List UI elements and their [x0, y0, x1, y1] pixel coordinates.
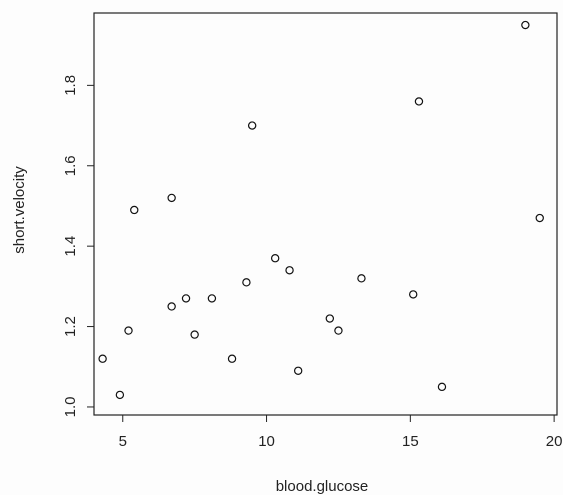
- data-point: [167, 193, 176, 203]
- data-point: [357, 274, 366, 283]
- data-point: [181, 294, 191, 303]
- data-point: [535, 213, 544, 223]
- data-point: [293, 366, 303, 375]
- x-tick-label: 15: [402, 433, 419, 450]
- y-tick-label: 1.0: [62, 397, 79, 418]
- data-point: [247, 121, 257, 130]
- data-point: [285, 266, 294, 275]
- data-point: [414, 97, 424, 106]
- x-axis-label: blood.glucose: [276, 478, 369, 495]
- data-point: [242, 278, 251, 287]
- data-point: [270, 254, 280, 263]
- y-tick-label: 1.8: [62, 75, 79, 96]
- data-point: [334, 326, 343, 335]
- data-point: [521, 20, 530, 30]
- data-point: [190, 330, 199, 339]
- x-axis: 5 10 15 20: [119, 415, 563, 450]
- x-tick-label: 20: [546, 433, 563, 450]
- data-point: [98, 354, 107, 363]
- data-point: [167, 302, 176, 311]
- y-tick-label: 1.4: [62, 236, 79, 257]
- data-point: [124, 326, 133, 335]
- y-tick-label: 1.6: [62, 155, 79, 176]
- y-axis-label: short.velocity: [11, 166, 28, 254]
- data-point: [409, 290, 418, 299]
- x-tick-label: 10: [258, 433, 275, 450]
- plot-frame: [93, 12, 558, 416]
- data-point: [115, 390, 125, 400]
- data-point: [325, 314, 335, 323]
- y-axis: 1.0 1.2 1.4 1.6 1.8: [62, 75, 94, 417]
- data-points: [98, 20, 544, 400]
- x-tick-label: 5: [119, 433, 127, 450]
- y-tick-label: 1.2: [62, 316, 79, 337]
- data-point: [207, 294, 217, 303]
- data-point: [130, 205, 139, 215]
- data-point: [437, 382, 447, 392]
- data-point: [227, 354, 237, 363]
